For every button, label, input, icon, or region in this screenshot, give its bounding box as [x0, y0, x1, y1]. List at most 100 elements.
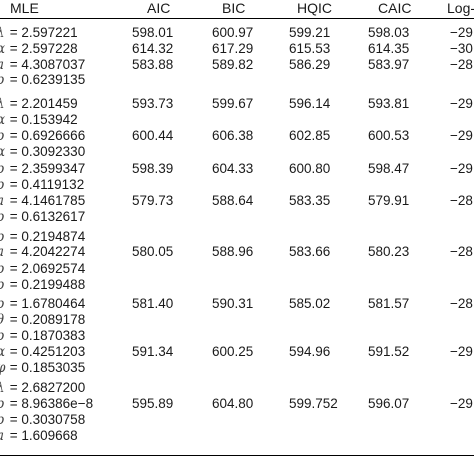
mle-line: b = 0.3030758	[0, 411, 85, 429]
mle-value: = 1.609668	[6, 428, 78, 443]
cell-caic: 580.23	[368, 244, 410, 259]
cell-hqic: 602.85	[289, 128, 331, 143]
cell-aic: 600.44	[132, 128, 174, 143]
mle-symbol: b	[0, 296, 6, 313]
cell-bic: 604.80	[212, 396, 254, 411]
mle-value: = 0.2199488	[6, 277, 86, 292]
mle-value: = 0.3030758	[6, 412, 86, 427]
mle-line: b = 0.1870383	[0, 327, 85, 345]
cell-hqic: 615.53	[289, 41, 331, 56]
footer-rule	[0, 455, 474, 456]
mle-value: = 0.2089178	[6, 312, 86, 327]
cell-aic: 581.40	[132, 296, 174, 311]
mle-line: λ = 2.597221	[0, 24, 78, 42]
header-aic: AIC	[147, 0, 171, 16]
cell-bic: 606.38	[212, 128, 254, 143]
cell-aic: 583.88	[132, 57, 174, 72]
mle-symbol: b	[0, 412, 6, 429]
mle-line: b = 0.2194874	[0, 228, 85, 246]
mle-line: α = 2.597228	[0, 40, 78, 58]
mle-value: = 4.3087037	[6, 57, 86, 72]
mle-symbol: λ	[0, 25, 6, 42]
mle-value: = 1.6780464	[6, 296, 86, 311]
mle-symbol: a	[0, 244, 6, 261]
cell-caic: 591.52	[368, 344, 410, 359]
cell-aic: 593.73	[132, 96, 174, 111]
mle-symbol: θ	[0, 312, 6, 329]
mle-line: λ = 2.201459	[0, 95, 78, 113]
mle-line: b = 0.6926666	[0, 127, 85, 145]
mle-value: = 0.6239135	[6, 72, 86, 87]
mle-line: λ = 2.6827200	[0, 379, 85, 397]
mle-symbol: α	[0, 144, 6, 161]
cell-loglik: −29	[450, 161, 473, 176]
header-hqic: HQIC	[297, 0, 332, 16]
cell-bic: 604.33	[212, 161, 254, 176]
mle-value: = 0.4251203	[6, 344, 86, 359]
mle-line: φ = 0.1853035	[0, 359, 85, 377]
mle-symbol: b	[0, 72, 6, 89]
header-rule	[0, 18, 474, 19]
mle-value: = 2.0692574	[6, 261, 86, 276]
mle-symbol: a	[0, 428, 6, 445]
cell-loglik: −28	[450, 296, 473, 311]
cell-caic: 583.97	[368, 57, 410, 72]
cell-hqic: 596.14	[289, 96, 331, 111]
cell-aic: 595.89	[132, 396, 174, 411]
mle-value: = 0.1870383	[6, 328, 86, 343]
cell-bic: 589.82	[212, 57, 254, 72]
mle-symbol: α	[0, 41, 6, 58]
header-mle: MLE	[10, 0, 39, 16]
cell-loglik: −29	[450, 25, 473, 40]
cell-bic: 617.29	[212, 41, 254, 56]
mle-symbol: b	[0, 261, 6, 278]
mle-value: = 2.3599347	[6, 161, 86, 176]
header-loglik: Log-	[447, 0, 474, 16]
mle-line: α = 0.4251203	[0, 343, 85, 361]
mle-line: b = 0.2199488	[0, 276, 85, 294]
mle-value: = 0.3092330	[6, 144, 86, 159]
cell-caic: 581.57	[368, 296, 410, 311]
cell-loglik: −29	[450, 96, 473, 111]
cell-loglik: −29	[450, 396, 473, 411]
mle-line: θ = 0.2089178	[0, 311, 85, 329]
mle-symbol: b	[0, 396, 6, 413]
mle-line: b = 8.96386e−8	[0, 395, 93, 413]
mle-line: b = 2.0692574	[0, 260, 85, 278]
cell-hqic: 599.752	[289, 396, 338, 411]
mle-value: = 0.1853035	[6, 360, 86, 375]
cell-hqic: 599.21	[289, 25, 331, 40]
mle-line: a = 4.1461785	[0, 192, 85, 210]
mle-symbol: λ	[0, 380, 6, 397]
mle-value: = 2.6827200	[6, 380, 86, 395]
cell-aic: 579.73	[132, 193, 174, 208]
mle-value: = 0.153942	[6, 112, 78, 127]
cell-hqic: 594.96	[289, 344, 331, 359]
cell-caic: 600.53	[368, 128, 410, 143]
cell-hqic: 600.80	[289, 161, 331, 176]
mle-value: = 2.597228	[6, 41, 78, 56]
mle-line: α = 0.153942	[0, 111, 78, 129]
cell-caic: 596.07	[368, 396, 410, 411]
mle-symbol: b	[0, 128, 6, 145]
cell-aic: 598.01	[132, 25, 174, 40]
cell-hqic: 583.35	[289, 193, 331, 208]
cell-loglik: −29	[450, 128, 473, 143]
mle-symbol: α	[0, 344, 6, 361]
cell-caic: 598.03	[368, 25, 410, 40]
mle-value: = 4.1461785	[6, 193, 86, 208]
mle-line: b = 2.3599347	[0, 160, 85, 178]
mle-symbol: a	[0, 193, 6, 210]
cell-bic: 588.64	[212, 193, 254, 208]
cell-hqic: 583.66	[289, 244, 331, 259]
cell-bic: 588.96	[212, 244, 254, 259]
mle-symbol: b	[0, 161, 6, 178]
mle-value: = 4.2042274	[6, 244, 86, 259]
mle-value: = 0.4119132	[6, 177, 85, 192]
mle-symbol: b	[0, 177, 6, 194]
cell-aic: 598.39	[132, 161, 174, 176]
cell-caic: 579.91	[368, 193, 410, 208]
cell-loglik: −30	[450, 41, 473, 56]
header-bic: BIC	[222, 0, 246, 16]
mle-line: b = 1.6780464	[0, 295, 85, 313]
